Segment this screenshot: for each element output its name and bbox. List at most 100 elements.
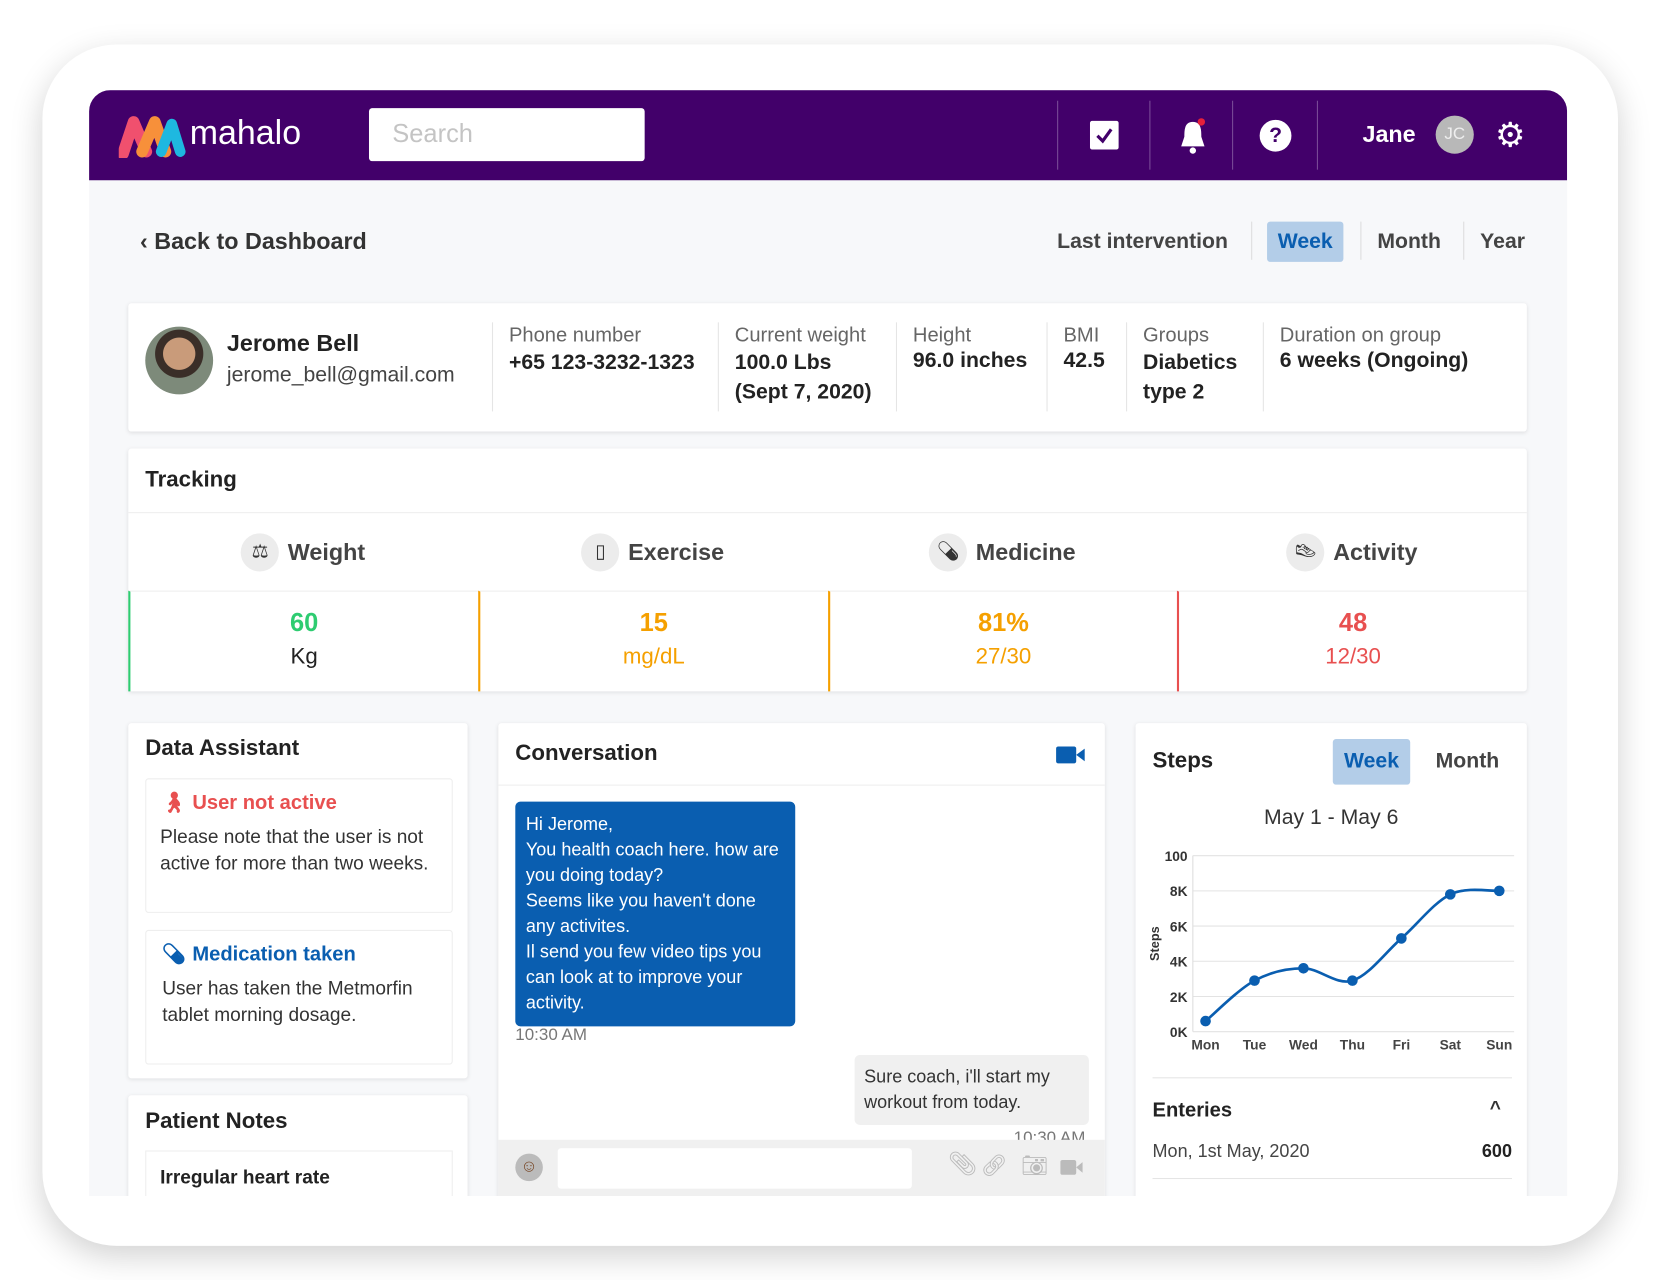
tracking-unit: 12/30 <box>1325 644 1381 670</box>
sneaker-icon: 👟︎ <box>1286 532 1325 571</box>
chevron-left-icon: ‹ <box>139 227 155 255</box>
weight-label: Current weight <box>734 324 866 347</box>
walking-person-icon: 🚶︎ <box>161 792 187 815</box>
x-tick-label: Sun <box>1486 1038 1512 1053</box>
patient-info-card: Jerome Bell jerome_bell@gmail.com Phone … <box>128 303 1527 432</box>
divider <box>895 322 898 412</box>
x-tick-label: Wed <box>1289 1038 1318 1053</box>
pill-capsule-icon: 💊︎ <box>929 532 968 571</box>
divider <box>1232 100 1234 170</box>
collapse-chevron-up-icon[interactable]: ^ <box>1489 1097 1501 1119</box>
alert-user-not-active[interactable]: 🚶︎ User not active Please note that the … <box>145 778 453 913</box>
patient-name: Jerome Bell <box>226 329 360 357</box>
tracking-item-activity[interactable]: 👟︎ Activity 48 12/30 <box>1177 513 1527 692</box>
tab-week[interactable]: Week <box>1267 221 1344 262</box>
x-tick-label: Fri <box>1393 1038 1411 1053</box>
steps-tab-month[interactable]: Month <box>1435 749 1500 773</box>
height-label: Height <box>912 324 972 347</box>
x-tick-label: Tue <box>1243 1038 1267 1053</box>
tracking-label: Exercise <box>628 538 725 565</box>
patient-notes-title: Patient Notes <box>145 1109 288 1134</box>
pill-icon: 💊︎ <box>161 943 187 966</box>
data-point <box>1396 933 1407 944</box>
bmi-label: BMI <box>1063 324 1100 347</box>
back-to-dashboard-link[interactable]: ‹ Back to Dashboard <box>140 228 367 256</box>
entry-value: 600 <box>1481 1140 1512 1162</box>
tasks-checkbox-icon[interactable] <box>1089 120 1119 150</box>
tracking-item-weight[interactable]: ⚖ Weight 60 Kg <box>128 513 478 692</box>
data-point <box>1445 889 1456 900</box>
composer-bar: ☺ 📎︎ 🔗︎ 📷︎ <box>498 1139 1105 1197</box>
divider <box>1463 221 1465 260</box>
steps-tab-week[interactable]: Week <box>1332 739 1411 785</box>
message-input[interactable] <box>557 1148 912 1189</box>
avatar[interactable]: JC <box>1435 115 1474 154</box>
notification-bell-icon[interactable] <box>1177 118 1209 161</box>
y-tick-label: 6K <box>1170 919 1188 934</box>
video-icon[interactable] <box>1060 1159 1083 1181</box>
message-bubble-coach: Hi Jerome, You health coach here. how ar… <box>515 801 796 1027</box>
steps-series-line <box>1204 888 1500 1023</box>
search-input[interactable] <box>368 108 645 162</box>
x-tick-label: Thu <box>1340 1038 1365 1053</box>
y-tick-label: 2K <box>1170 990 1188 1005</box>
emoji-icon[interactable]: ☺ <box>515 1153 543 1182</box>
tracking-label: Weight <box>287 538 366 565</box>
groups-value: Diabetics type 2 <box>1143 350 1238 404</box>
weight-value: 100.0 Lbs (Sept 7, 2020) <box>734 350 872 404</box>
divider <box>1152 1077 1512 1079</box>
settings-gear-icon[interactable]: ⚙ <box>1495 115 1526 154</box>
x-tick-label: Mon <box>1191 1038 1219 1053</box>
mahalo-logo-icon[interactable] <box>117 116 189 164</box>
divider <box>491 322 494 412</box>
tracking-value: 48 <box>1338 608 1368 638</box>
back-label: Back to Dashboard <box>154 227 367 255</box>
tracking-item-exercise[interactable]: ▯ Exercise 15 mg/dL <box>477 513 828 692</box>
tracking-unit: Kg <box>290 644 318 670</box>
conversation-title: Conversation <box>515 741 658 766</box>
divider <box>1046 322 1048 412</box>
tracking-title: Tracking <box>145 467 237 492</box>
data-assistant-card: Data Assistant 🚶︎ User not active Please… <box>128 723 468 1079</box>
attachment-paperclip-icon[interactable]: 📎︎ <box>947 1150 978 1177</box>
alert-body: User has taken the Metmorfin tablet morn… <box>162 977 413 1026</box>
groups-label: Groups <box>1143 324 1210 347</box>
y-tick-label: 100 <box>1165 849 1188 864</box>
help-icon[interactable]: ? <box>1259 119 1292 152</box>
alert-title: Medication taken <box>192 943 356 966</box>
height-value: 96.0 inches <box>912 348 1028 373</box>
note-item[interactable]: Irregular heart rate <box>145 1150 453 1197</box>
patient-email[interactable]: jerome_bell@gmail.com <box>226 363 455 388</box>
phone-value: +65 123-3232-1323 <box>508 350 695 375</box>
divider <box>1316 100 1318 170</box>
duration-value: 6 weeks (Ongoing) <box>1279 348 1469 373</box>
bmi-value: 42.5 <box>1063 348 1105 373</box>
divider <box>1360 221 1362 260</box>
divider <box>1126 322 1128 412</box>
patient-notes-card: Patient Notes Irregular heart rate <box>128 1095 468 1197</box>
divider <box>128 512 1527 514</box>
alert-body: Please note that the user is not active … <box>160 825 429 874</box>
camera-icon[interactable]: 📷︎ <box>1021 1154 1048 1178</box>
steps-line-chart: 0K 2K 4K 6K 8K 100 Steps Mon Tue Wed Thu Fri Sat Sun <box>1147 849 1515 1053</box>
alert-medication-taken[interactable]: 💊︎ Medication taken User has taken the M… <box>145 929 453 1065</box>
tracking-item-medicine[interactable]: 💊︎ Medicine 81% 27/30 <box>827 513 1178 692</box>
video-call-icon[interactable] <box>1056 744 1086 771</box>
tracking-value: 81% <box>977 608 1029 638</box>
data-assistant-title: Data Assistant <box>145 735 300 761</box>
divider <box>1262 322 1264 412</box>
y-tick-label: 4K <box>1170 955 1188 970</box>
tab-year[interactable]: Year <box>1480 230 1525 254</box>
note-title: Irregular heart rate <box>160 1166 330 1188</box>
steps-title: Steps <box>1152 748 1214 773</box>
tracking-label: Activity <box>1333 538 1418 565</box>
tab-last-intervention[interactable]: Last intervention <box>1057 230 1228 254</box>
tab-month[interactable]: Month <box>1377 230 1441 254</box>
link-icon[interactable]: 🔗︎ <box>980 1154 1008 1178</box>
y-tick-label: 0K <box>1170 1025 1188 1040</box>
divider <box>717 322 719 412</box>
conversation-card: Conversation Hi Jerome, You health coach… <box>498 723 1105 1197</box>
tracking-value: 15 <box>639 608 668 638</box>
data-point <box>1200 1015 1211 1027</box>
patient-photo <box>145 326 214 395</box>
